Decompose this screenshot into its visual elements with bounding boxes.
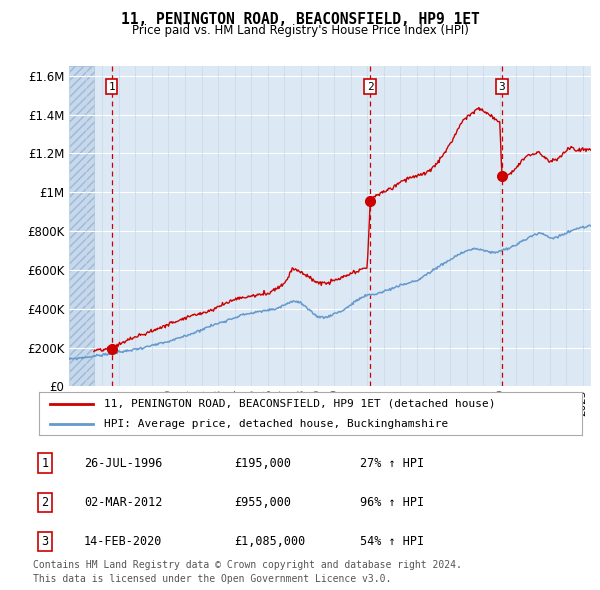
Text: £955,000: £955,000	[234, 496, 291, 509]
Text: 96% ↑ HPI: 96% ↑ HPI	[360, 496, 424, 509]
Text: 3: 3	[41, 535, 49, 548]
Text: 1: 1	[108, 82, 115, 92]
Text: This data is licensed under the Open Government Licence v3.0.: This data is licensed under the Open Gov…	[33, 574, 391, 584]
Text: 3: 3	[499, 82, 505, 92]
Text: 14-FEB-2020: 14-FEB-2020	[84, 535, 163, 548]
Text: 02-MAR-2012: 02-MAR-2012	[84, 496, 163, 509]
Text: 54% ↑ HPI: 54% ↑ HPI	[360, 535, 424, 548]
Text: 11, PENINGTON ROAD, BEACONSFIELD, HP9 1ET (detached house): 11, PENINGTON ROAD, BEACONSFIELD, HP9 1E…	[104, 399, 496, 409]
Text: 26-JUL-1996: 26-JUL-1996	[84, 457, 163, 470]
Text: £1,085,000: £1,085,000	[234, 535, 305, 548]
Text: 1: 1	[41, 457, 49, 470]
Text: 2: 2	[367, 82, 373, 92]
Bar	[69, 66, 94, 386]
Text: £195,000: £195,000	[234, 457, 291, 470]
Text: HPI: Average price, detached house, Buckinghamshire: HPI: Average price, detached house, Buck…	[104, 419, 448, 429]
Text: 2: 2	[41, 496, 49, 509]
Bar	[69, 66, 94, 386]
Text: Price paid vs. HM Land Registry's House Price Index (HPI): Price paid vs. HM Land Registry's House …	[131, 24, 469, 37]
Text: 27% ↑ HPI: 27% ↑ HPI	[360, 457, 424, 470]
Text: Contains HM Land Registry data © Crown copyright and database right 2024.: Contains HM Land Registry data © Crown c…	[33, 560, 462, 570]
Text: 11, PENINGTON ROAD, BEACONSFIELD, HP9 1ET: 11, PENINGTON ROAD, BEACONSFIELD, HP9 1E…	[121, 12, 479, 27]
